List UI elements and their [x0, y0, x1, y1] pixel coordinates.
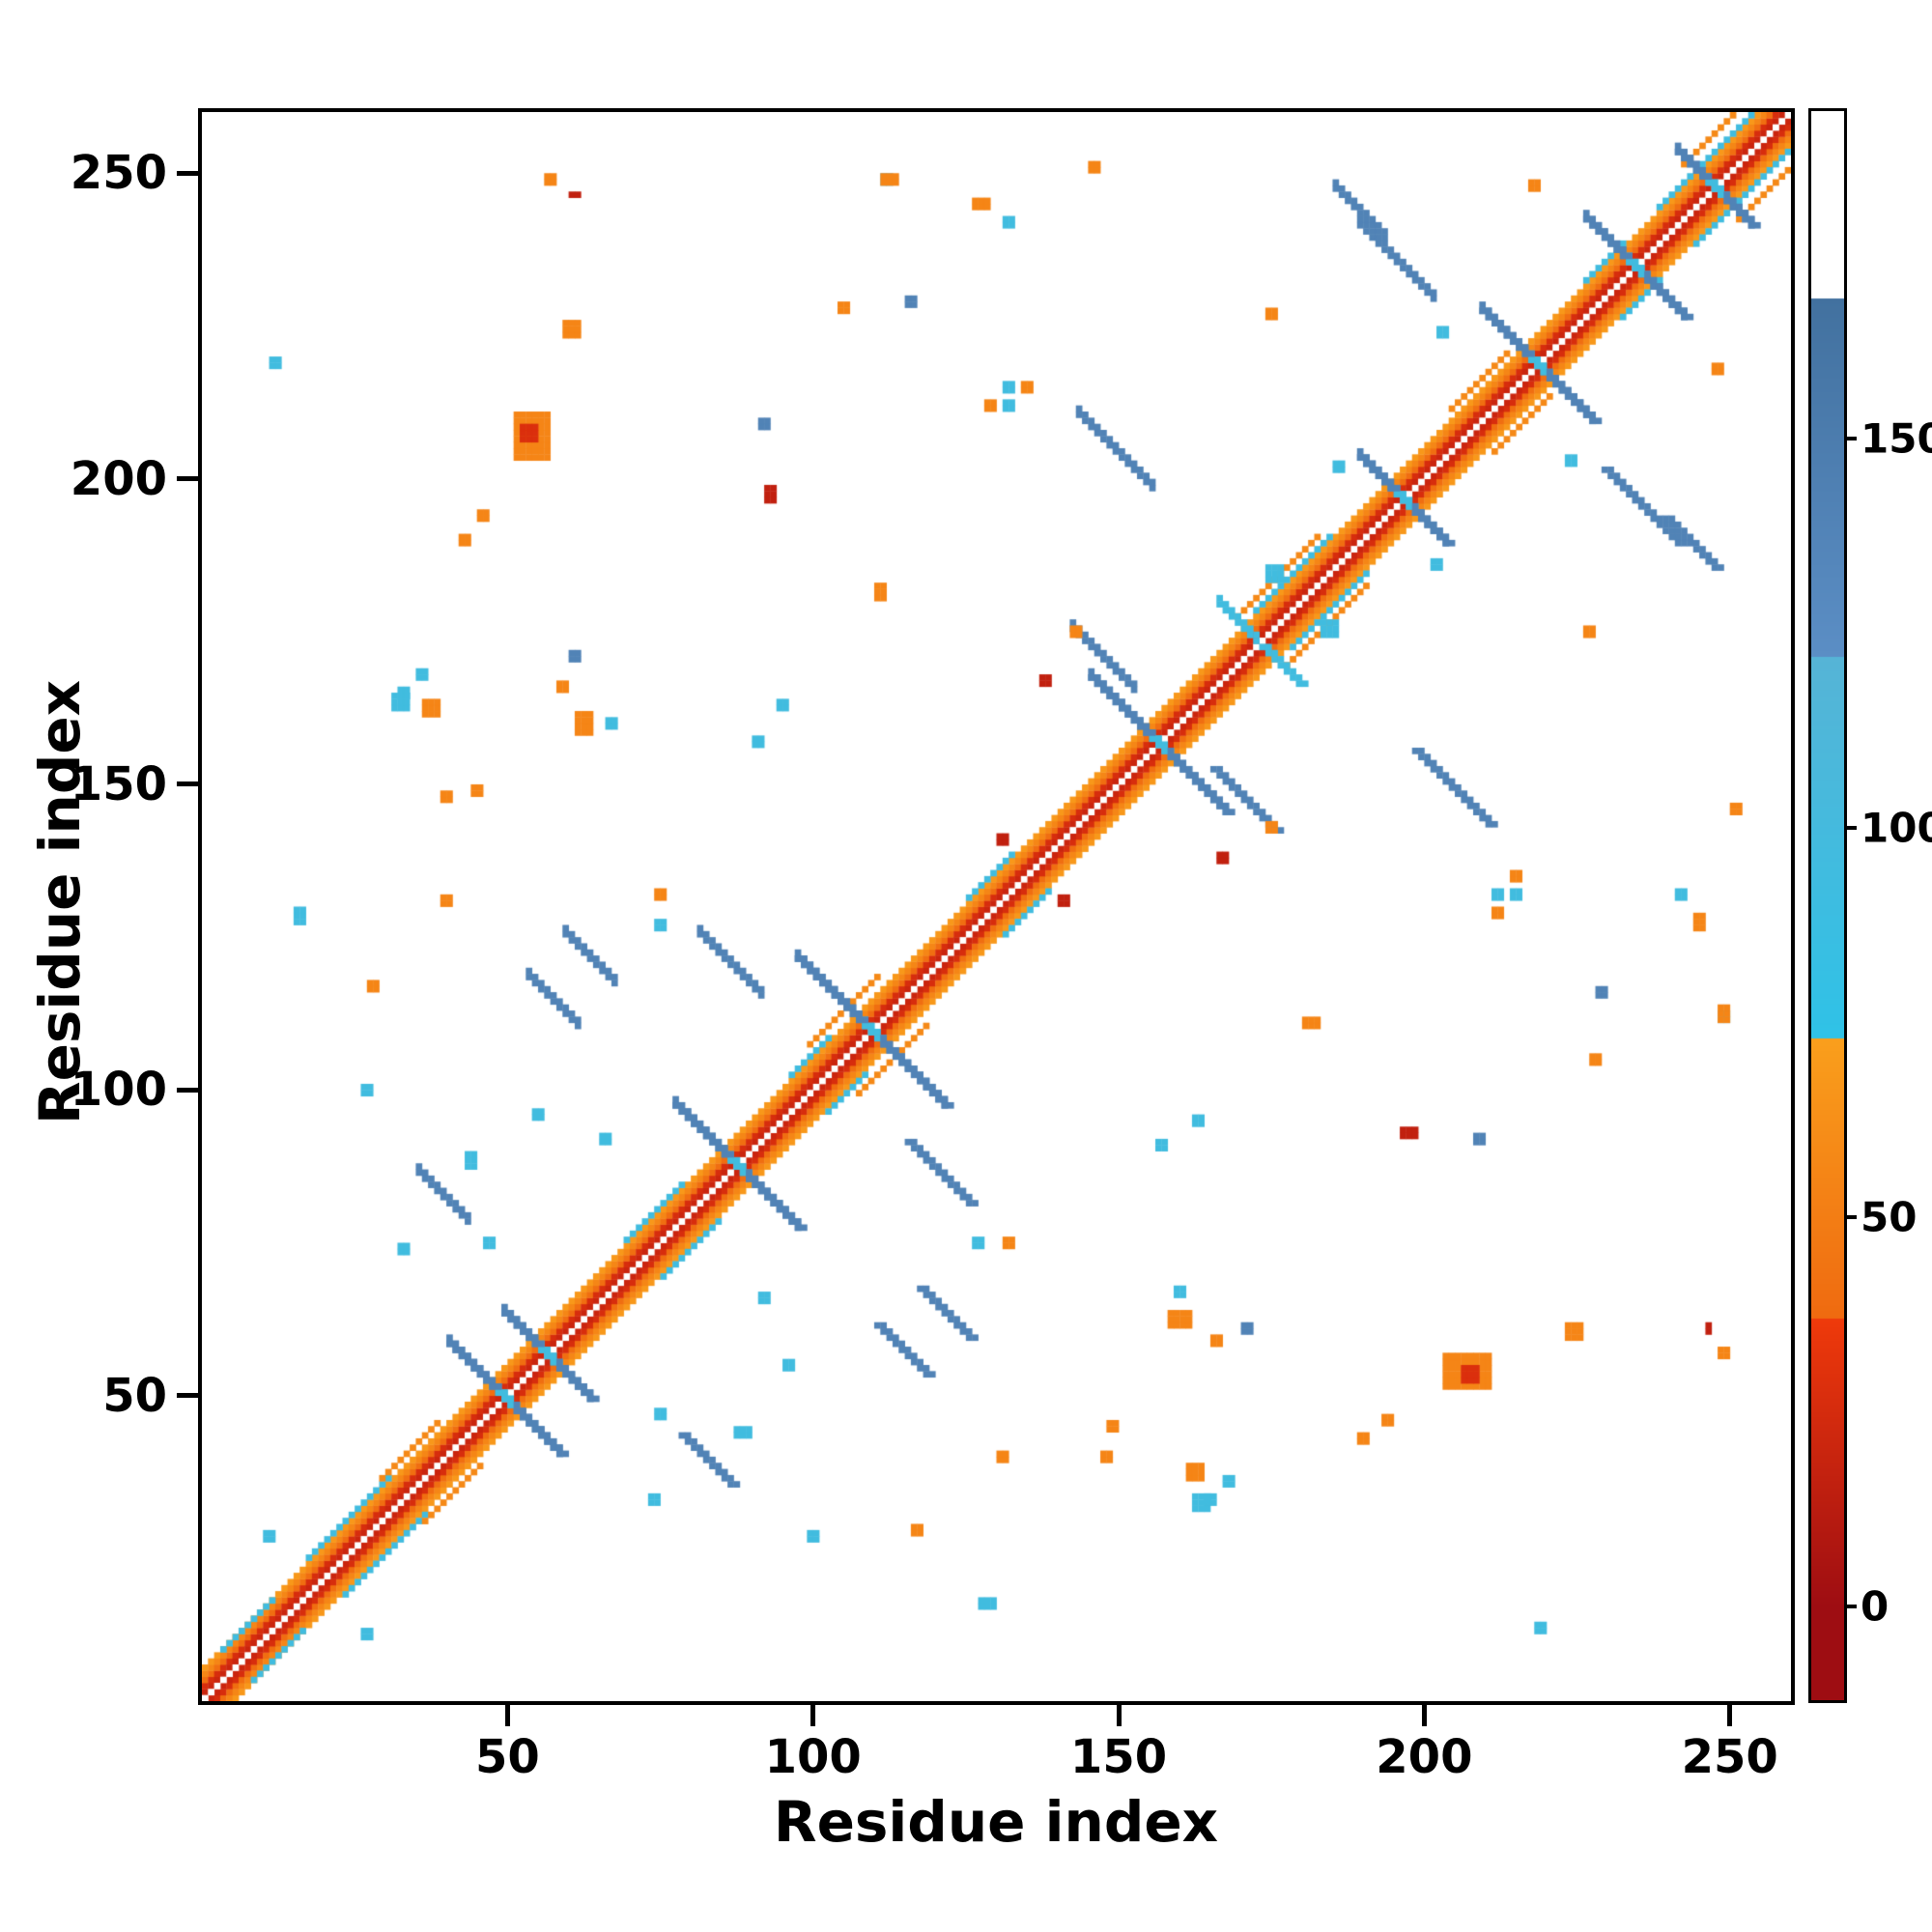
y-tick-mark [177, 1087, 198, 1093]
x-tick-mark [1727, 1705, 1733, 1726]
y-tick-label: 50 [102, 1368, 167, 1423]
colorbar-tick-mark [1844, 1605, 1857, 1609]
y-tick-label: 150 [70, 756, 167, 811]
colorbar-tick-label: 150 [1861, 414, 1932, 463]
x-tick-label: 150 [1069, 1730, 1168, 1784]
y-tick-mark [177, 170, 198, 176]
x-tick-mark [810, 1705, 816, 1726]
colorbar-tick-mark [1844, 436, 1857, 440]
y-tick-mark [177, 476, 198, 482]
colorbar-tick-label: 50 [1861, 1193, 1918, 1241]
x-tick-label: 100 [764, 1730, 862, 1784]
x-tick-mark [504, 1705, 510, 1726]
x-tick-label: 250 [1681, 1730, 1778, 1784]
y-tick-mark [177, 1393, 198, 1399]
plot-area [198, 108, 1795, 1705]
y-axis-label: Residue index [27, 679, 93, 1125]
x-tick-label: 200 [1376, 1730, 1473, 1784]
x-tick-mark [1421, 1705, 1427, 1726]
y-tick-label: 200 [70, 451, 167, 506]
contact-map-canvas [202, 112, 1791, 1701]
x-axis-label: Residue index [773, 1789, 1219, 1855]
colorbar-tick-mark [1844, 1215, 1857, 1220]
x-tick-mark [1116, 1705, 1122, 1726]
y-tick-label: 250 [70, 146, 167, 201]
y-tick-mark [177, 781, 198, 787]
colorbar-canvas [1811, 111, 1844, 1700]
colorbar [1808, 108, 1847, 1703]
x-tick-label: 50 [474, 1730, 540, 1784]
colorbar-tick-label: 0 [1861, 1582, 1889, 1631]
y-tick-label: 100 [70, 1063, 167, 1118]
colorbar-tick-mark [1844, 825, 1857, 830]
colorbar-tick-label: 100 [1861, 804, 1932, 852]
